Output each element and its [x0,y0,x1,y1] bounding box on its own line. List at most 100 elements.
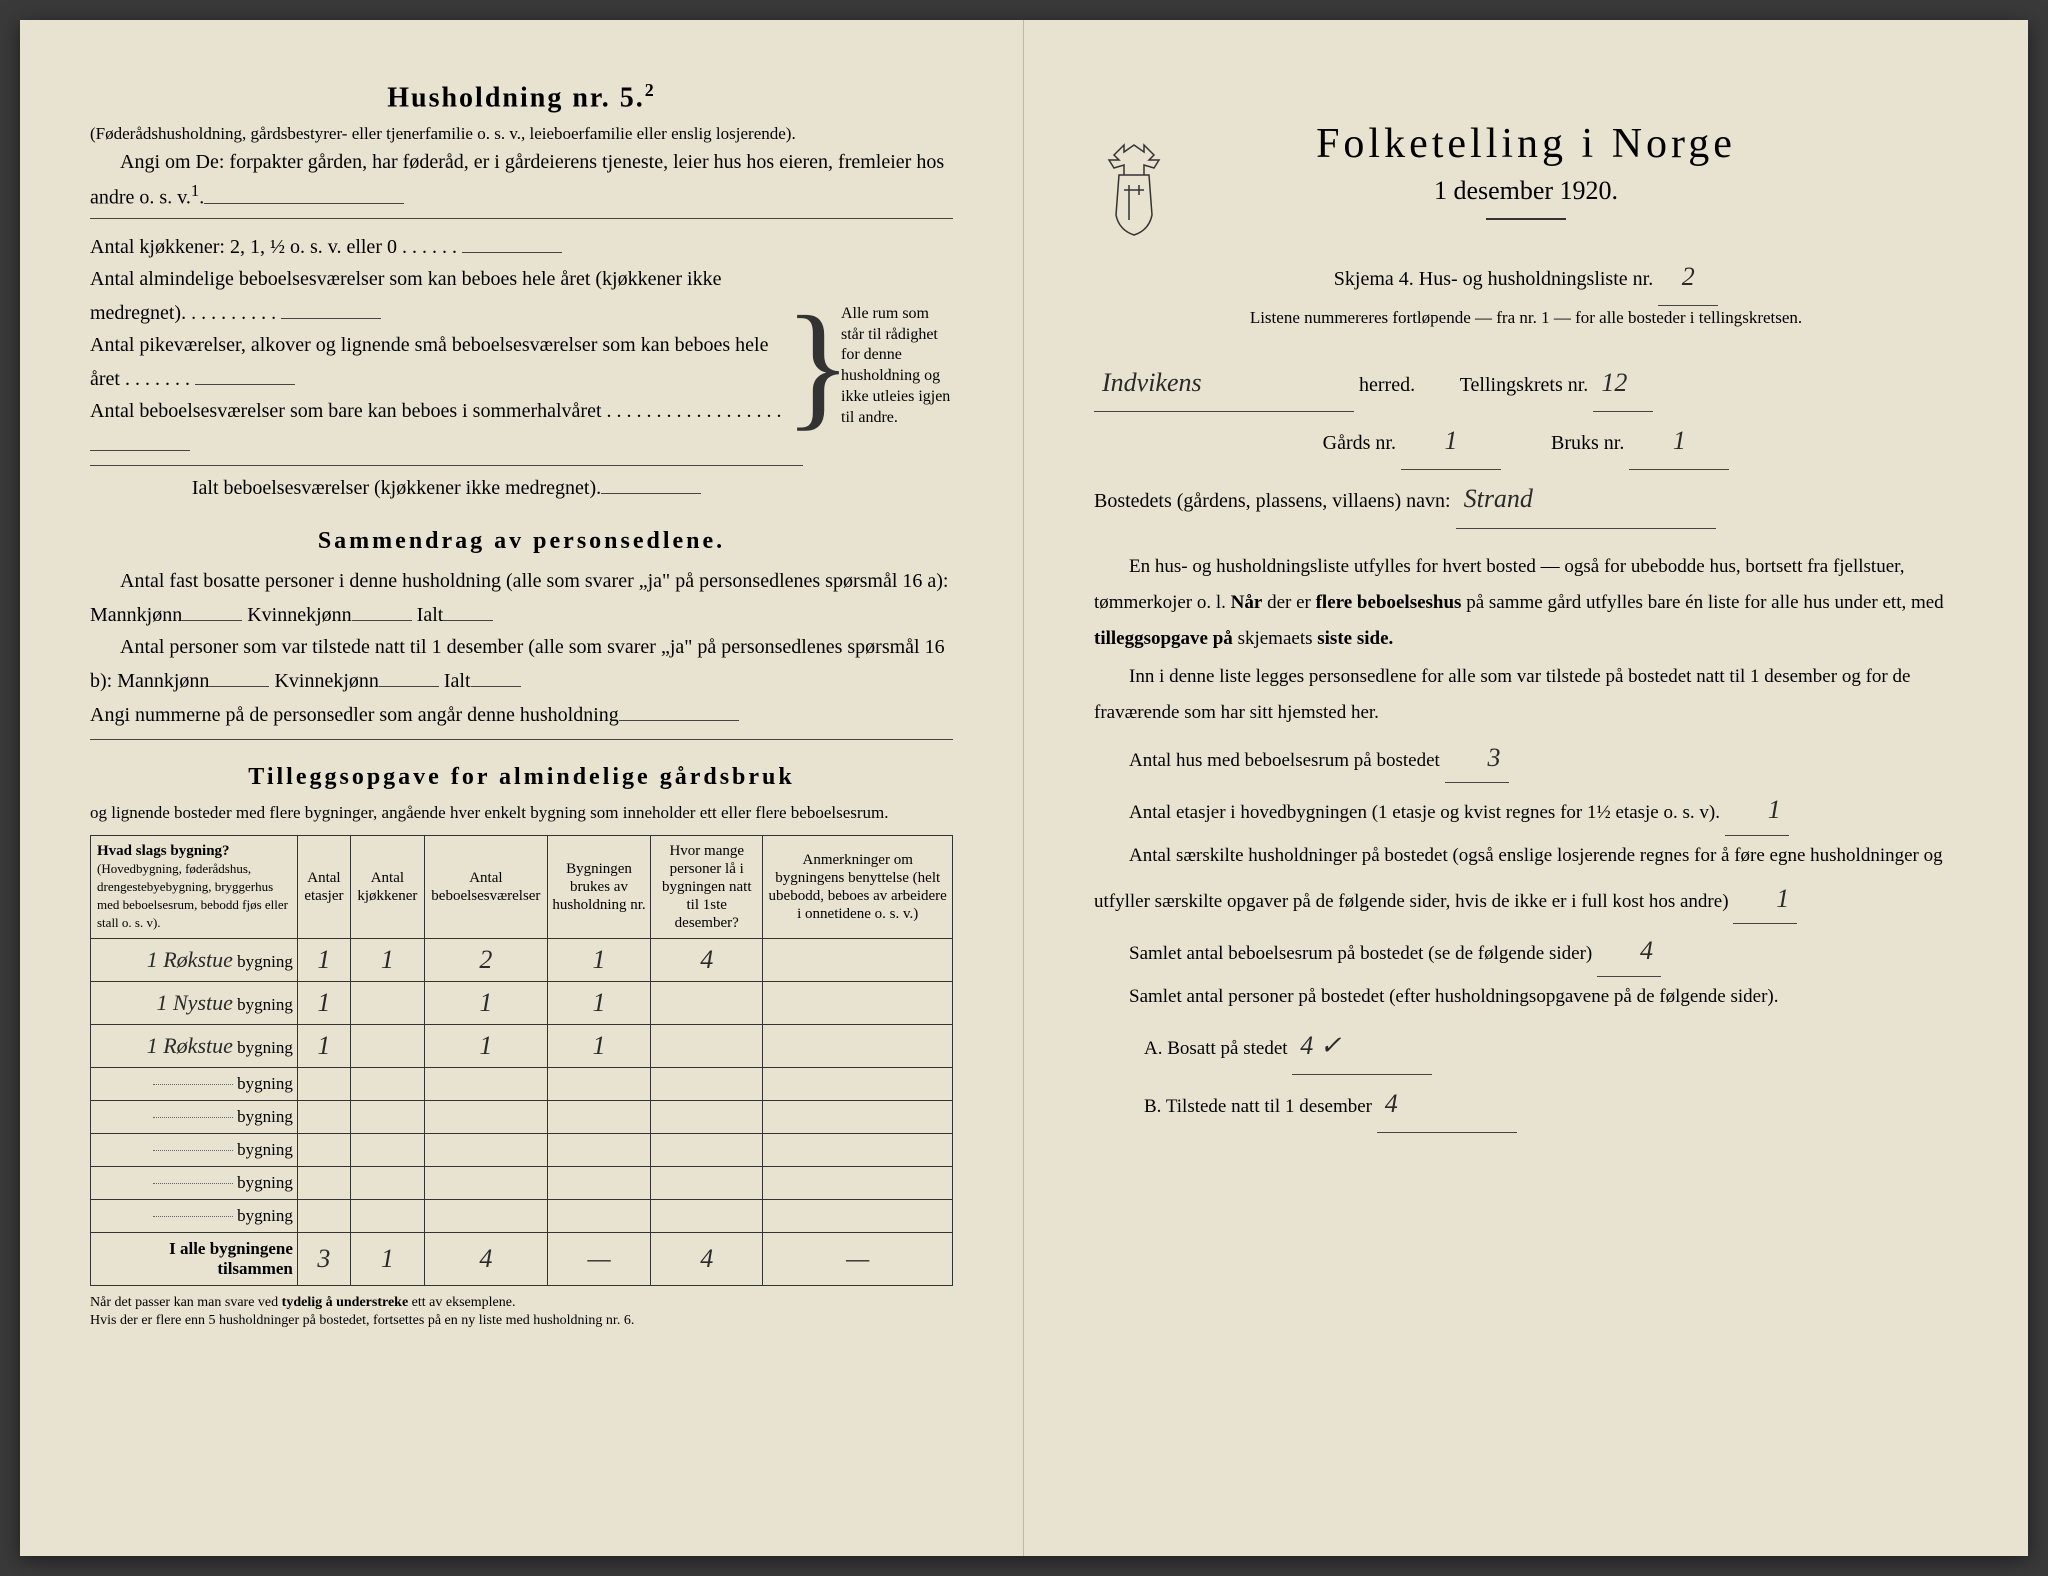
cell [297,1199,350,1232]
cell [651,1166,763,1199]
rooms-3: Antal beboelsesværelser som bare kan beb… [90,395,803,461]
cell [350,1199,424,1232]
skjema-line: Skjema 4. Hus- og husholdningsliste nr. … [1094,248,1958,306]
cell: 1 [547,1024,650,1067]
q4-line: Samlet antal beboelsesrum på bostedet (s… [1094,926,1958,976]
total-2: 4 [424,1232,547,1285]
intro-1: (Føderådshusholdning, gårdsbestyrer- ell… [90,122,953,146]
bruks-value: 1 [1629,412,1729,470]
cell [651,1133,763,1166]
total-0: 3 [297,1232,350,1285]
brace-icon: } [803,229,833,504]
intro-2: Angi om De: forpakter gården, har føderå… [90,146,953,214]
total-4: 4 [651,1232,763,1285]
cell: 1 [297,981,350,1024]
gards-value: 1 [1401,412,1501,470]
rooms-brace-section: Antal kjøkkener: 2, 1, ½ o. s. v. eller … [90,229,953,504]
cell [651,981,763,1024]
total-5: — [763,1232,953,1285]
cell [297,1133,350,1166]
qb-line: B. Tilstede natt til 1 desember 4 [1144,1075,1958,1133]
table-row: bygning [91,1067,953,1100]
cell [763,1024,953,1067]
cell [651,1024,763,1067]
q4-value: 4 [1597,926,1661,976]
cell [547,1166,650,1199]
table-row: bygning [91,1199,953,1232]
th-remarks: Anmerkninger om bygningens benyttelse (h… [763,835,953,938]
household-heading: Husholdning nr. 5.2 [90,80,953,114]
subtitle: 1 desember 1920. [1094,176,1958,206]
cell [763,1133,953,1166]
table-row: bygning [91,1133,953,1166]
cell [424,1199,547,1232]
th-building-type: Hvad slags bygning?(Hovedbygning, føderå… [91,835,298,938]
right-page: Folketelling i Norge 1 desember 1920. Sk… [1024,20,2028,1556]
cell [651,1067,763,1100]
buildings-table: Hvad slags bygning?(Hovedbygning, føderå… [90,835,953,1286]
cell [350,1166,424,1199]
cell [763,1199,953,1232]
main-title: Folketelling i Norge [1094,120,1958,168]
cell [763,938,953,981]
listene-note: Listene nummereres fortløpende — fra nr.… [1094,306,1958,330]
table-row: 1 Røkstue bygning111 [91,1024,953,1067]
kitchens-line: Antal kjøkkener: 2, 1, ½ o. s. v. eller … [90,229,803,263]
tillegg-heading: Tilleggsopgave for almindelige gårdsbruk [90,764,953,791]
cell [350,1100,424,1133]
summary-numbers: Angi nummerne på de personsedler som ang… [90,697,953,731]
instructions: En hus- og husholdningsliste utfylles fo… [1094,549,1958,1134]
cell [350,1024,424,1067]
building-name-cell: bygning [91,1199,298,1232]
cell: 1 [424,981,547,1024]
th-rooms: Antal beboelsesværelser [424,835,547,938]
cell [763,1166,953,1199]
th-household: Bygningen brukes av husholdning nr. [547,835,650,938]
rooms-2: Antal pikeværelser, alkover og lignende … [90,329,803,395]
cell: 1 [297,938,350,981]
cell: 1 [547,981,650,1024]
brace-note: Alle rum som står til rådighet for denne… [833,229,953,504]
q2-value: 1 [1725,785,1789,835]
herred-line: Indvikens herred. Tellingskrets nr. 12 [1094,354,1958,412]
cell [547,1199,650,1232]
qa-value: 4 ✓ [1292,1017,1432,1075]
cell [424,1067,547,1100]
cell: 1 [297,1024,350,1067]
cell [297,1100,350,1133]
th-kitchens: Antal kjøkkener [350,835,424,938]
para-1: En hus- og husholdningsliste utfylles fo… [1094,549,1958,657]
total-1: 1 [350,1232,424,1285]
building-name-cell: 1 Røkstue bygning [91,1024,298,1067]
cell [763,1067,953,1100]
cell [651,1100,763,1133]
cell [297,1166,350,1199]
bosted-value: Strand [1456,470,1716,528]
cell [547,1067,650,1100]
cell [350,1133,424,1166]
cell [763,981,953,1024]
tillegg-sub: og lignende bosteder med flere bygninger… [90,801,953,825]
cell [424,1166,547,1199]
q1-value: 3 [1445,733,1509,783]
cell: 1 [547,938,650,981]
qb-value: 4 [1377,1075,1517,1133]
rooms-1: Antal almindelige beboelsesværelser som … [90,263,803,329]
cell [424,1100,547,1133]
q5-line: Samlet antal personer på bostedet (efter… [1094,979,1958,1015]
table-row: 1 Røkstue bygning11214 [91,938,953,981]
q1-line: Antal hus med beboelsesrum på bostedet 3 [1094,733,1958,783]
cell [297,1067,350,1100]
table-row: bygning [91,1100,953,1133]
th-floors: Antal etasjer [297,835,350,938]
q3-line: Antal særskilte husholdninger på bostede… [1094,838,1958,924]
rooms-total: Ialt beboelsesværelser (kjøkkener ikke m… [90,470,803,504]
table-row: 1 Nystue bygning111 [91,981,953,1024]
cell [763,1100,953,1133]
building-name-cell: bygning [91,1067,298,1100]
left-page: Husholdning nr. 5.2 (Føderådshusholdning… [20,20,1024,1556]
building-name-cell: 1 Nystue bygning [91,981,298,1024]
herred-value: Indvikens [1094,354,1354,412]
q3-value: 1 [1733,874,1797,924]
cell [424,1133,547,1166]
